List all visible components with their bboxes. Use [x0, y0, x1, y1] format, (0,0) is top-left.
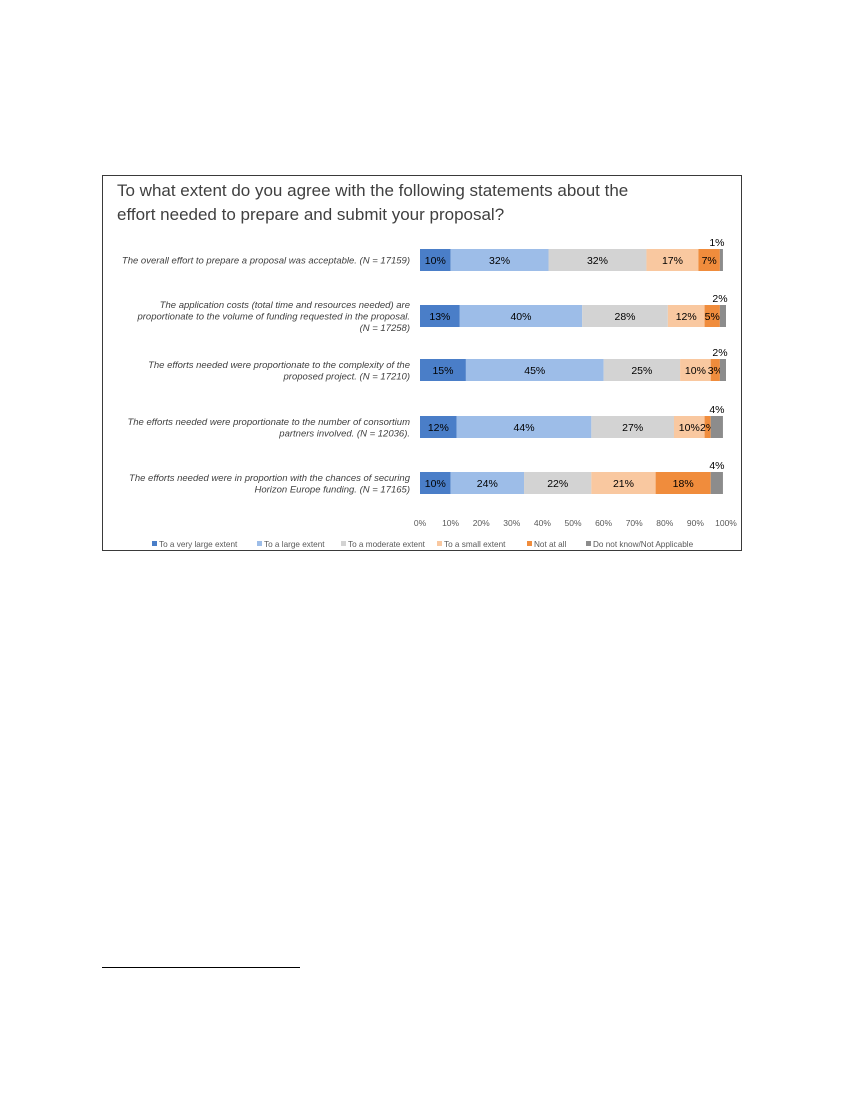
bar-segment: [450, 249, 549, 271]
legend-label: To a moderate extent: [348, 540, 426, 549]
data-label: 13%: [429, 311, 450, 323]
data-label: 10%: [425, 255, 446, 267]
bar-segment: [710, 359, 720, 381]
stacked-bar-chart: To what extent do you agree with the fol…: [117, 181, 737, 549]
data-label: 7%: [702, 255, 717, 267]
x-tick-label: 100%: [715, 518, 737, 528]
data-label: 3%: [708, 365, 723, 377]
bar-segment: [704, 305, 720, 327]
bar-segment: [680, 359, 711, 381]
data-label: 18%: [673, 478, 694, 490]
legend-swatch: [257, 541, 262, 546]
data-label: 1%: [709, 237, 724, 249]
category-label: proposed project. (N = 17210): [283, 371, 410, 382]
category-label: Horizon Europe funding. (N = 17165): [254, 484, 410, 495]
chart-title-line: effort needed to prepare and submit your…: [117, 205, 504, 224]
bar-segment: [710, 416, 723, 438]
legend-label: Do not know/Not Applicable: [593, 540, 694, 549]
x-tick-label: 90%: [687, 518, 704, 528]
legend-label: To a small extent: [444, 540, 506, 549]
bar-segment: [420, 472, 451, 494]
bar-segment: [459, 305, 583, 327]
data-label: 32%: [587, 255, 608, 267]
x-tick-label: 40%: [534, 518, 551, 528]
legend-label: To a very large extent: [159, 540, 238, 549]
bar-segment: [456, 416, 592, 438]
bar-segment: [710, 472, 723, 494]
data-label: 32%: [489, 255, 510, 267]
data-label: 10%: [679, 422, 700, 434]
data-label: 15%: [432, 365, 453, 377]
data-label: 10%: [685, 365, 706, 377]
bar-segment: [719, 359, 726, 381]
bar-segment: [548, 249, 647, 271]
data-label: 4%: [709, 404, 724, 416]
bar-segment: [420, 359, 466, 381]
legend-swatch: [586, 541, 591, 546]
x-tick-label: 30%: [503, 518, 520, 528]
category-label: The efforts needed were proportionate to…: [127, 417, 410, 428]
data-label: 45%: [524, 365, 545, 377]
data-label: 40%: [510, 311, 531, 323]
data-label: 12%: [676, 311, 697, 323]
chart-title-line: To what extent do you agree with the fol…: [117, 181, 628, 200]
bar-segment: [667, 305, 705, 327]
data-label: 2%: [712, 293, 727, 305]
data-label: 21%: [613, 478, 634, 490]
bar-segment: [420, 305, 460, 327]
category-label: partners involved. (N = 12036).: [278, 428, 410, 439]
category-label: (N = 17258): [360, 323, 410, 334]
x-tick-label: 70%: [626, 518, 643, 528]
legend-swatch: [152, 541, 157, 546]
bar-segment: [603, 359, 681, 381]
chart-container: To what extent do you agree with the fol…: [102, 175, 742, 551]
x-tick-label: 50%: [564, 518, 581, 528]
bar-segment: [704, 416, 711, 438]
bar-segment: [698, 249, 720, 271]
legend-swatch: [341, 541, 346, 546]
data-label: 27%: [622, 422, 643, 434]
x-tick-label: 80%: [656, 518, 673, 528]
data-label: 25%: [631, 365, 652, 377]
category-label: The application costs (total time and re…: [160, 300, 410, 311]
legend-swatch: [437, 541, 442, 546]
footnote-separator: [102, 967, 300, 968]
bar-segment: [524, 472, 592, 494]
bar-segment: [420, 416, 457, 438]
x-tick-label: 60%: [595, 518, 612, 528]
bar-segment: [646, 249, 699, 271]
bar-segment: [591, 472, 656, 494]
data-label: 2%: [712, 347, 727, 359]
bar-segment: [719, 249, 723, 271]
data-label: 5%: [705, 311, 720, 323]
category-label: The overall effort to prepare a proposal…: [122, 256, 410, 267]
data-label: 28%: [615, 311, 636, 323]
bar-segment: [420, 249, 451, 271]
category-label: proportionate to the volume of funding r…: [136, 312, 410, 323]
data-label: 22%: [547, 478, 568, 490]
category-label: The efforts needed were in proportion wi…: [129, 473, 411, 484]
legend-label: To a large extent: [264, 540, 325, 549]
data-label: 44%: [514, 422, 535, 434]
bar-segment: [719, 305, 726, 327]
bar-segment: [582, 305, 668, 327]
bar-segment: [655, 472, 711, 494]
data-label: 17%: [662, 255, 683, 267]
bar-segment: [450, 472, 525, 494]
data-label: 10%: [425, 478, 446, 490]
legend-swatch: [527, 541, 532, 546]
bar-segment: [591, 416, 674, 438]
data-label: 24%: [477, 478, 498, 490]
bar-segment: [465, 359, 604, 381]
x-tick-label: 10%: [442, 518, 459, 528]
legend-label: Not at all: [534, 540, 566, 549]
bar-segment: [673, 416, 705, 438]
x-tick-label: 0%: [414, 518, 427, 528]
data-label: 12%: [428, 422, 449, 434]
category-label: The efforts needed were proportionate to…: [148, 360, 410, 371]
data-label: 4%: [709, 460, 724, 472]
x-tick-label: 20%: [473, 518, 490, 528]
